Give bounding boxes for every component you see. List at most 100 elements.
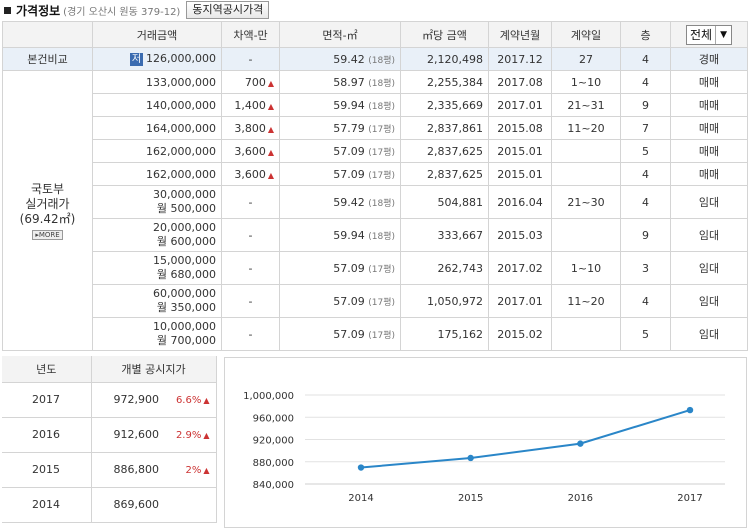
- line-chart-svg: 840,000 880,000 920,000 960,000 1,000,000 201…: [243, 391, 725, 504]
- base-price: 126,000,000: [146, 52, 216, 65]
- monthly-rent: 월 700,000: [156, 334, 216, 347]
- per-m2: 175,162: [400, 317, 489, 351]
- per-m2: 2,837,625: [400, 139, 489, 163]
- series-line: [360, 409, 691, 469]
- base-floor: 4: [620, 47, 671, 71]
- land-price-chart: 840,000 880,000 920,000 960,000 1,000,000 201…: [224, 357, 747, 528]
- table-row: 162,000,000 3,600 ▲ 57.09 (17평) 2,837,625…: [3, 139, 748, 163]
- price-cell: 20,000,000 월 600,000: [92, 218, 222, 252]
- per-m2: 2,335,669: [400, 93, 489, 117]
- col-contract-ym: 계약년월: [488, 21, 552, 48]
- type-filter-value: 전체: [689, 28, 713, 42]
- base-type: 경매: [670, 47, 748, 71]
- table-row: 60,000,000 월 350,000 - 57.09 (17평) 1,050,…: [3, 284, 748, 318]
- diff-cell: 3,800 ▲: [221, 116, 280, 140]
- contract-day: 1~10: [551, 251, 621, 285]
- price: 162,000,000: [92, 162, 222, 186]
- floor: 4: [620, 284, 671, 318]
- land-row: 2015 886,800 2% ▲: [2, 452, 217, 488]
- land-col-year: 년도: [2, 356, 92, 383]
- table-row: 30,000,000 월 500,000 - 59.42 (18평) 504,88…: [3, 185, 748, 219]
- per-m2: 333,667: [400, 218, 489, 252]
- table-row: 20,000,000 월 600,000 - 59.94 (18평) 333,66…: [3, 218, 748, 252]
- land-price-cell: 886,800 2% ▲: [91, 452, 217, 488]
- up-arrow-icon: ▲: [267, 101, 274, 111]
- base-area-cell: 59.42 (18평): [279, 47, 401, 71]
- land-price-cell: 912,600 2.9% ▲: [91, 417, 217, 453]
- col-per-m2: ㎡당 금액: [400, 21, 489, 48]
- type: 매매: [670, 162, 748, 186]
- more-button[interactable]: ▸MORE: [32, 229, 63, 240]
- price: 30,000,000: [153, 188, 216, 201]
- area-cell: 57.79 (17평): [279, 116, 401, 140]
- base-diff: -: [221, 47, 280, 71]
- pyeong: (17평): [368, 297, 395, 308]
- floor: 4: [620, 185, 671, 219]
- pyeong: (17평): [368, 124, 395, 135]
- contract-ym: 2015.01: [488, 162, 552, 186]
- diff: -: [221, 317, 280, 351]
- pyeong: (17평): [368, 330, 395, 341]
- per-m2: 1,050,972: [400, 284, 489, 318]
- area-cell: 57.09 (17평): [279, 139, 401, 163]
- per-m2: 2,255,384: [400, 70, 489, 94]
- monthly-rent: 월 350,000: [156, 301, 216, 314]
- contract-day: [551, 139, 621, 163]
- type-filter-select[interactable]: 전체 ▼: [685, 24, 733, 45]
- diff: -: [221, 284, 280, 318]
- land-row: 2016 912,600 2.9% ▲: [2, 417, 217, 453]
- area-cell: 59.42 (18평): [279, 185, 401, 219]
- contract-day: 11~20: [551, 116, 621, 140]
- land-price-cell: 972,900 6.6% ▲: [91, 382, 217, 418]
- area-public-price-button[interactable]: 동지역공시가격: [186, 1, 270, 19]
- per-m2: 2,837,625: [400, 162, 489, 186]
- base-label: 본건비교: [2, 47, 93, 71]
- y-tick-label: 880,000: [253, 458, 294, 469]
- diff: -: [221, 185, 280, 219]
- contract-day: 1~10: [551, 70, 621, 94]
- contract-day: [551, 218, 621, 252]
- area-cell: 59.94 (18평): [279, 93, 401, 117]
- per-m2: 504,881: [400, 185, 489, 219]
- contract-ym: 2015.02: [488, 317, 552, 351]
- price: 10,000,000: [153, 320, 216, 333]
- contract-ym: 2017.01: [488, 284, 552, 318]
- price-cell: 15,000,000 월 680,000: [92, 251, 222, 285]
- data-point: [577, 440, 584, 447]
- x-tick-label: 2017: [677, 493, 702, 504]
- price-cell: 60,000,000 월 350,000: [92, 284, 222, 318]
- monthly-rent: 월 500,000: [156, 202, 216, 215]
- contract-ym: 2015.01: [488, 139, 552, 163]
- contract-day: [551, 317, 621, 351]
- area: 57.09: [333, 261, 365, 275]
- y-tick-label: 840,000: [253, 480, 294, 491]
- price-cell: 10,000,000 월 700,000: [92, 317, 222, 351]
- type: 임대: [670, 284, 748, 318]
- up-arrow-icon: ▲: [203, 396, 210, 405]
- land-row: 2014 869,600: [2, 487, 217, 523]
- contract-ym: 2015.03: [488, 218, 552, 252]
- section-title: 가격정보: [16, 3, 61, 18]
- land-year: 2014: [2, 487, 92, 523]
- data-point: [686, 406, 694, 414]
- land-col-price: 개별 공시지가: [91, 356, 217, 383]
- table-row: 15,000,000 월 680,000 - 57.09 (17평) 262,74…: [3, 251, 748, 285]
- price: 162,000,000: [92, 139, 222, 163]
- floor: 7: [620, 116, 671, 140]
- area: 59.94: [333, 228, 365, 242]
- floor: 4: [620, 70, 671, 94]
- price: 133,000,000: [92, 70, 222, 94]
- area: 57.09: [333, 167, 365, 181]
- pyeong: (18평): [368, 198, 395, 209]
- price-cell: 30,000,000 월 500,000: [92, 185, 222, 219]
- chevron-down-icon: ▼: [715, 25, 731, 44]
- diff: 3,800: [234, 121, 266, 135]
- contract-ym: 2015.08: [488, 116, 552, 140]
- up-arrow-icon: ▲: [267, 147, 274, 157]
- base-area: 59.42: [333, 52, 365, 66]
- low-badge: 저: [129, 53, 144, 66]
- base-per-m2: 2,120,498: [400, 47, 489, 71]
- area-cell: 57.09 (17평): [279, 251, 401, 285]
- table-row-base: 본건비교 저 126,000,000 - 59.42 (18평) 2,120,49…: [2, 47, 748, 71]
- floor: 5: [620, 317, 671, 351]
